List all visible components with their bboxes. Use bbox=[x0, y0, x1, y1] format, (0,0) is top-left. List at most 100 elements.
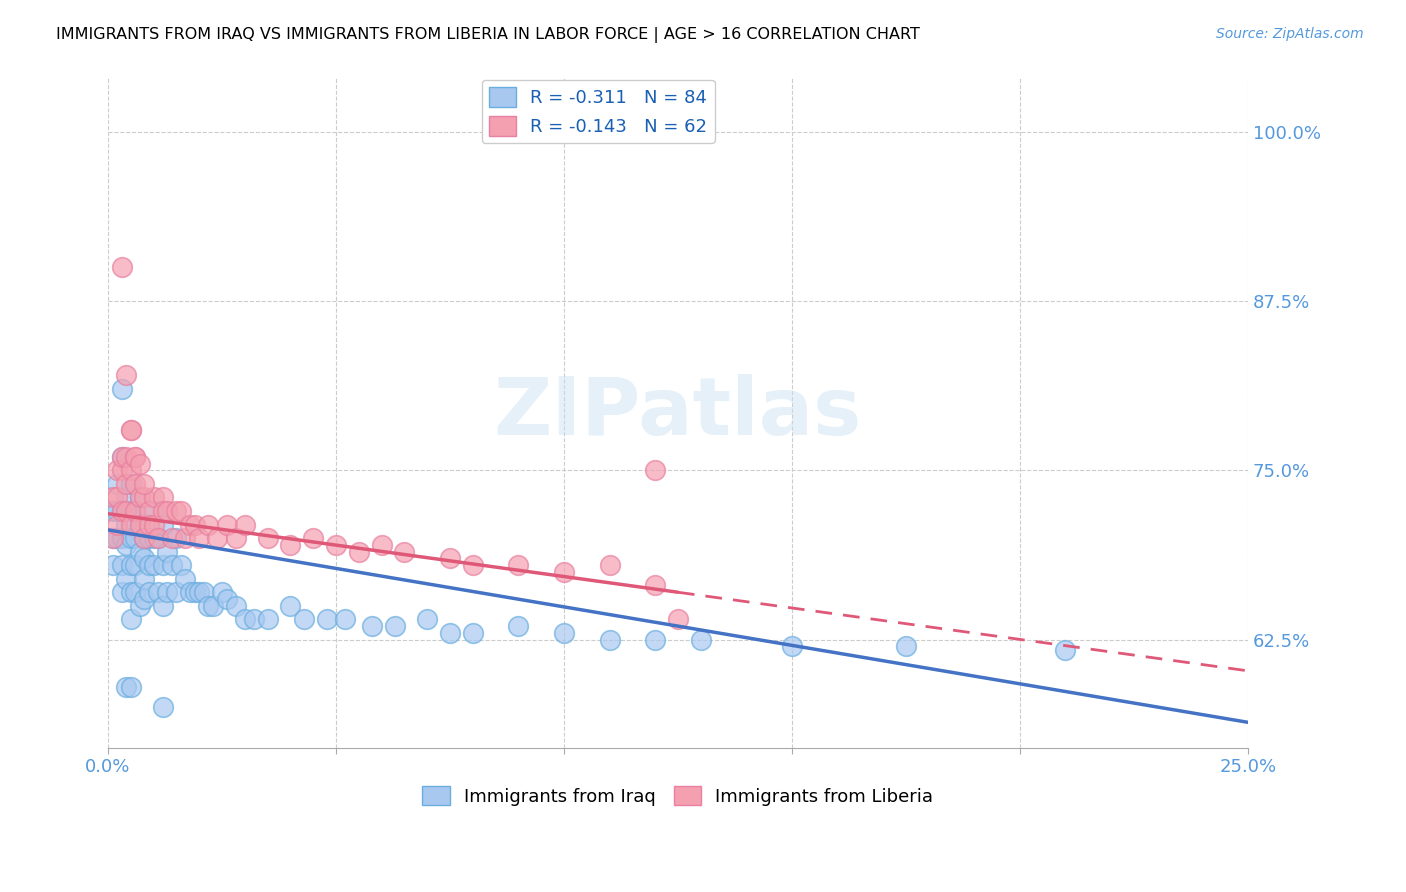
Point bbox=[129, 517, 152, 532]
Point bbox=[508, 619, 530, 633]
Point bbox=[124, 558, 146, 573]
Point bbox=[142, 558, 165, 573]
Point bbox=[134, 476, 156, 491]
Point bbox=[120, 680, 142, 694]
Point bbox=[508, 558, 530, 573]
Point bbox=[174, 572, 197, 586]
Text: IMMIGRANTS FROM IRAQ VS IMMIGRANTS FROM LIBERIA IN LABOR FORCE | AGE > 16 CORREL: IMMIGRANTS FROM IRAQ VS IMMIGRANTS FROM … bbox=[56, 27, 920, 43]
Point bbox=[129, 544, 152, 558]
Point bbox=[134, 491, 156, 505]
Point bbox=[105, 517, 128, 532]
Text: ZIPatlas: ZIPatlas bbox=[494, 374, 862, 451]
Point bbox=[174, 531, 197, 545]
Point bbox=[1054, 643, 1077, 657]
Point bbox=[370, 538, 392, 552]
Point bbox=[111, 504, 134, 518]
Point bbox=[134, 572, 156, 586]
Point bbox=[124, 585, 146, 599]
Point bbox=[197, 517, 219, 532]
Point bbox=[115, 517, 138, 532]
Point bbox=[215, 592, 238, 607]
Point bbox=[165, 585, 187, 599]
Point bbox=[156, 544, 179, 558]
Point bbox=[129, 491, 152, 505]
Point bbox=[105, 476, 128, 491]
Point bbox=[201, 599, 224, 613]
Point bbox=[152, 700, 174, 714]
Point bbox=[233, 612, 256, 626]
Point bbox=[553, 626, 575, 640]
Point bbox=[115, 368, 138, 383]
Point bbox=[120, 504, 142, 518]
Point bbox=[120, 558, 142, 573]
Point bbox=[146, 531, 169, 545]
Point bbox=[120, 463, 142, 477]
Point bbox=[302, 531, 325, 545]
Point bbox=[325, 538, 347, 552]
Point bbox=[644, 463, 666, 477]
Point bbox=[188, 531, 211, 545]
Point bbox=[152, 504, 174, 518]
Point bbox=[138, 531, 160, 545]
Point bbox=[129, 517, 152, 532]
Point bbox=[197, 599, 219, 613]
Point bbox=[134, 551, 156, 566]
Point bbox=[211, 585, 233, 599]
Point bbox=[120, 423, 142, 437]
Point bbox=[553, 565, 575, 579]
Point bbox=[361, 619, 384, 633]
Point bbox=[160, 558, 183, 573]
Point bbox=[115, 680, 138, 694]
Point bbox=[111, 558, 134, 573]
Point bbox=[120, 612, 142, 626]
Point bbox=[156, 585, 179, 599]
Point bbox=[780, 640, 803, 654]
Point bbox=[146, 585, 169, 599]
Point bbox=[115, 538, 138, 552]
Point bbox=[225, 531, 247, 545]
Point bbox=[142, 531, 165, 545]
Point bbox=[142, 491, 165, 505]
Point bbox=[111, 504, 134, 518]
Point bbox=[165, 504, 187, 518]
Point bbox=[134, 531, 156, 545]
Point bbox=[115, 450, 138, 464]
Point bbox=[115, 476, 138, 491]
Point bbox=[124, 504, 146, 518]
Point bbox=[644, 632, 666, 647]
Point bbox=[115, 572, 138, 586]
Point bbox=[416, 612, 439, 626]
Point bbox=[599, 558, 621, 573]
Point bbox=[134, 592, 156, 607]
Point bbox=[101, 531, 124, 545]
Point bbox=[207, 531, 229, 545]
Point bbox=[689, 632, 711, 647]
Point bbox=[156, 504, 179, 518]
Point bbox=[280, 538, 302, 552]
Point bbox=[225, 599, 247, 613]
Point bbox=[152, 599, 174, 613]
Point bbox=[111, 450, 134, 464]
Point bbox=[134, 531, 156, 545]
Text: Source: ZipAtlas.com: Source: ZipAtlas.com bbox=[1216, 27, 1364, 41]
Point bbox=[120, 517, 142, 532]
Point bbox=[233, 517, 256, 532]
Point bbox=[439, 626, 461, 640]
Point bbox=[124, 504, 146, 518]
Point bbox=[666, 612, 689, 626]
Point bbox=[105, 463, 128, 477]
Point bbox=[188, 585, 211, 599]
Point bbox=[152, 491, 174, 505]
Point bbox=[165, 531, 187, 545]
Point bbox=[124, 450, 146, 464]
Point bbox=[894, 640, 917, 654]
Point bbox=[120, 531, 142, 545]
Point bbox=[111, 531, 134, 545]
Point bbox=[280, 599, 302, 613]
Point bbox=[129, 599, 152, 613]
Point bbox=[644, 578, 666, 592]
Point bbox=[124, 531, 146, 545]
Point bbox=[146, 531, 169, 545]
Point bbox=[170, 558, 193, 573]
Point bbox=[243, 612, 266, 626]
